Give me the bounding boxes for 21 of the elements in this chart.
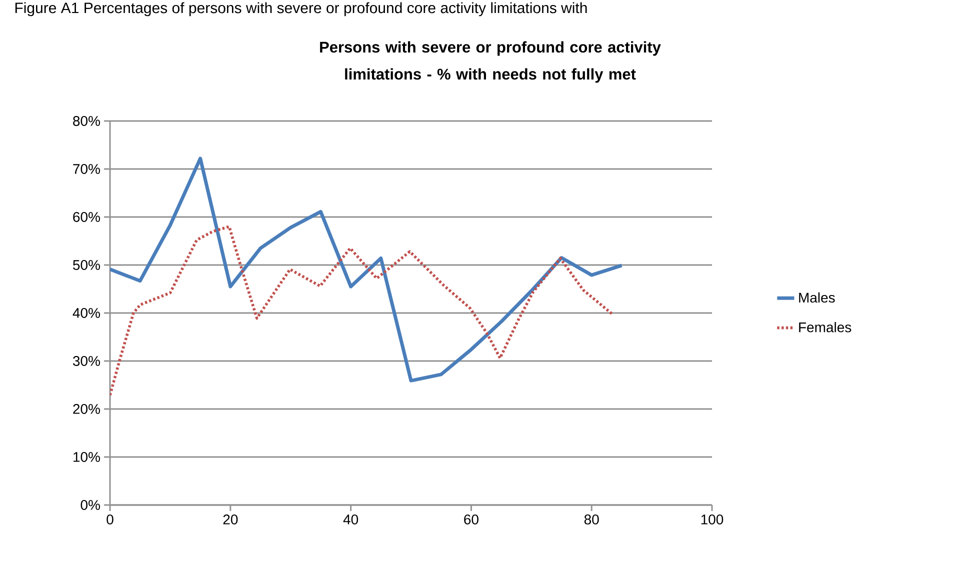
line-series	[110, 225, 615, 396]
y-tick-label: 50%	[73, 260, 100, 270]
caption: Figure A1 Percentages of persons with severe or profound core activity limitations with	[15, 2, 587, 16]
x-tick-label: 40	[343, 514, 358, 524]
y-tick-label: 60%	[73, 212, 100, 222]
x-tick-label: 20	[223, 514, 238, 524]
y-tick-label: 10%	[74, 452, 100, 462]
line-series	[110, 156, 624, 382]
y-tick-label: 20%	[73, 404, 100, 414]
x-tick-label: 80	[584, 514, 599, 524]
y-tick-label: 70%	[73, 164, 100, 174]
y-tick-label: 30%	[72, 356, 100, 366]
legend-label: Females	[799, 322, 852, 332]
x-tick-label: 100	[701, 514, 724, 524]
x-tick-label: 60	[464, 514, 478, 524]
x-tick-label: 0	[106, 514, 114, 524]
y-tick-label: 40%	[72, 308, 100, 318]
legend-label: Males	[799, 292, 835, 303]
y-tick-label: 0%	[80, 500, 100, 510]
chart-title: Persons with severe or profound core activity limitations - % with needs not fully met	[320, 41, 661, 83]
y-tick-label: 80%	[73, 116, 100, 126]
